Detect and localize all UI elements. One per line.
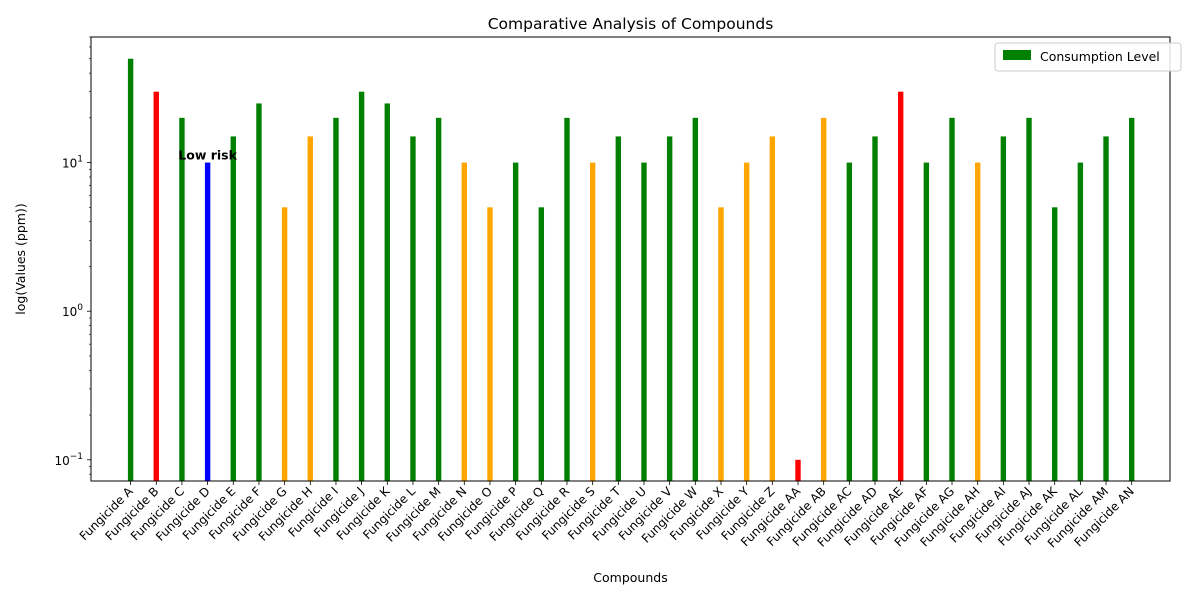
- bar: [333, 117, 339, 481]
- bar: [564, 117, 570, 481]
- bar: [435, 117, 442, 481]
- bar: [230, 136, 236, 482]
- bar: [127, 58, 134, 481]
- bar: [307, 136, 313, 482]
- y-axis: 10−1 100 101: [54, 36, 91, 475]
- bar: [949, 117, 955, 481]
- bar: [1129, 117, 1135, 481]
- x-axis-label: Compounds: [593, 570, 667, 585]
- bar: [1026, 117, 1032, 481]
- y-tick-label: 101: [62, 155, 83, 171]
- bar: [692, 117, 699, 481]
- annotation-label: Low risk: [178, 148, 237, 163]
- bar: [718, 207, 724, 481]
- legend: Consumption Level: [994, 42, 1182, 72]
- bar: [1103, 136, 1109, 482]
- bar: [769, 136, 776, 482]
- bar: [410, 136, 416, 482]
- bars: [127, 58, 1135, 482]
- bar: [256, 103, 262, 481]
- bar: [461, 162, 467, 481]
- bar: [923, 162, 930, 481]
- legend-box: [994, 42, 1182, 72]
- bar: [1077, 162, 1084, 481]
- bar: [153, 91, 159, 482]
- chart-title: Comparative Analysis of Compounds: [488, 15, 774, 33]
- bar: [1051, 207, 1058, 481]
- y-tick-label: 10−1: [54, 452, 83, 468]
- bar: [204, 162, 211, 481]
- bar: [795, 459, 801, 481]
- bar: [872, 136, 878, 482]
- bar: [897, 91, 904, 482]
- bar: [666, 136, 673, 482]
- bar: [179, 117, 185, 481]
- bar: [358, 91, 365, 482]
- bar: [846, 162, 853, 481]
- legend-swatch: [1003, 50, 1031, 60]
- bar: [512, 162, 519, 481]
- bar: [820, 117, 827, 481]
- bar: [281, 207, 288, 481]
- bar: [589, 162, 596, 481]
- bar: [974, 162, 981, 481]
- bar: [538, 207, 545, 481]
- bar: [641, 162, 647, 481]
- y-axis-label: log(Values (ppm)): [13, 203, 28, 314]
- bar: [743, 162, 750, 481]
- legend-label: Consumption Level: [1040, 49, 1160, 64]
- bar: [1000, 136, 1007, 482]
- plot-frame: [90, 36, 1171, 482]
- bar: [615, 136, 622, 482]
- bar: [487, 207, 493, 481]
- y-tick-label: 100: [62, 303, 83, 319]
- bar: [384, 103, 390, 481]
